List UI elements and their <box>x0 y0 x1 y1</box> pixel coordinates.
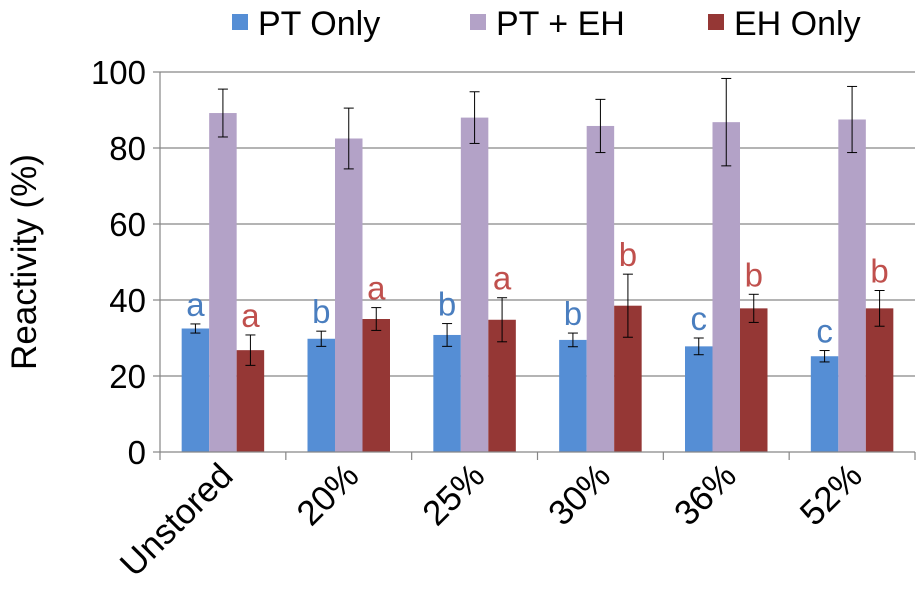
y-tick-label: 60 <box>109 206 146 243</box>
significance-letter: b <box>438 286 456 323</box>
bar <box>209 113 237 452</box>
bar <box>362 319 390 452</box>
legend-swatch <box>708 14 724 30</box>
bar <box>307 338 335 452</box>
bars <box>181 113 894 453</box>
legend-swatch <box>232 14 248 30</box>
axes <box>159 72 916 460</box>
significance-letters: a b b b c caa abb b <box>186 236 889 349</box>
significance-letter: b <box>870 253 888 290</box>
x-tick-label: 52% <box>793 456 870 533</box>
legend-swatch <box>470 14 486 30</box>
legend-label: PT Only <box>258 5 380 43</box>
bar <box>586 125 615 453</box>
bar <box>460 117 489 452</box>
significance-letter: c <box>691 300 708 337</box>
significance-letter: a <box>367 270 386 307</box>
significance-letter: a <box>241 297 260 334</box>
x-tick-label: 30% <box>541 456 618 533</box>
bar <box>740 308 768 452</box>
x-tick-label: 36% <box>667 456 744 533</box>
y-tick-label: 40 <box>109 282 146 319</box>
y-tick-label: 100 <box>91 54 146 91</box>
significance-letter: b <box>312 293 330 330</box>
significance-letter: c <box>816 313 833 350</box>
bar <box>181 328 210 452</box>
bar <box>838 119 866 452</box>
bar <box>810 356 839 452</box>
bar <box>433 334 461 452</box>
error-bars <box>190 77 885 366</box>
significance-letter: a <box>493 260 512 297</box>
bar <box>685 346 713 452</box>
significance-letter: b <box>564 295 582 332</box>
y-tick-label: 20 <box>109 358 146 395</box>
legend-label: EH Only <box>734 5 861 43</box>
y-tick-label: 0 <box>128 434 146 471</box>
x-axis-tick-labels: Unstored 20% 25% 30% 36% 52% <box>113 456 870 584</box>
y-axis-label: Reactivity (%) <box>5 154 44 370</box>
bar <box>559 339 587 452</box>
x-tick-label: Unstored <box>113 456 241 584</box>
bar <box>865 308 894 452</box>
x-tick-label: 25% <box>415 456 492 533</box>
x-tick-label: 20% <box>289 456 366 533</box>
y-axis-ticks: 0 20 40 60 80 100 <box>91 54 160 471</box>
gridlines <box>160 71 915 377</box>
legend: PT Only PT + EH EH Only <box>232 5 861 43</box>
bar <box>335 138 363 452</box>
bar <box>712 122 740 452</box>
significance-letter: a <box>186 286 205 323</box>
y-tick-label: 80 <box>109 130 146 167</box>
legend-label: PT + EH <box>496 5 625 43</box>
significance-letter: b <box>619 236 637 273</box>
bar <box>236 350 265 452</box>
significance-letter: b <box>745 256 763 293</box>
